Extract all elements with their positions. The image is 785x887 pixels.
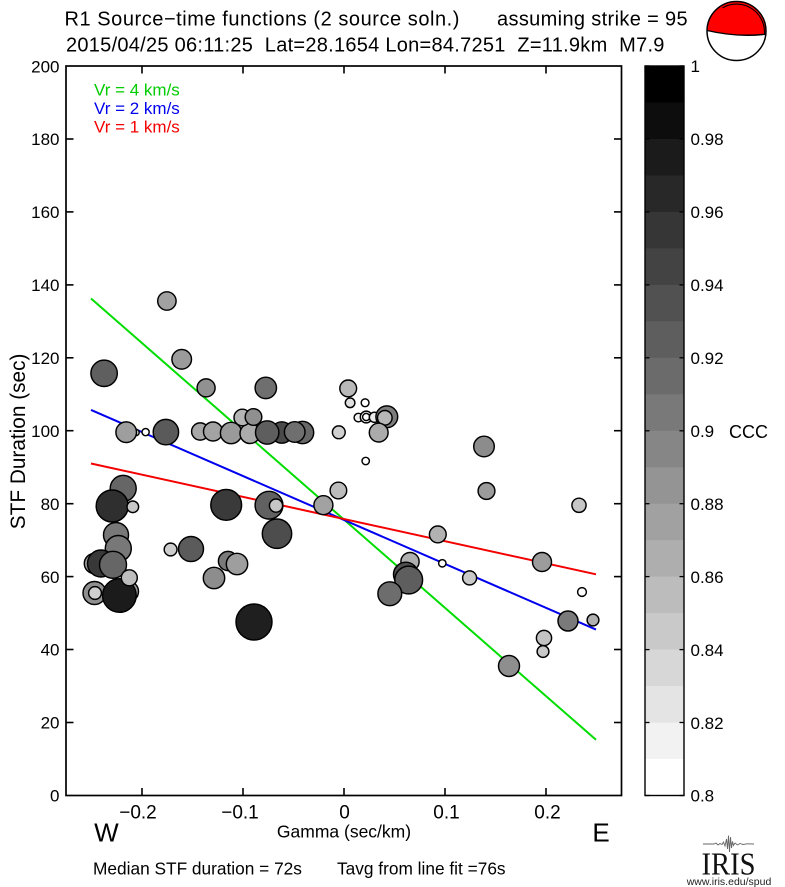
svg-text:1: 1 xyxy=(691,57,700,76)
svg-text:0.1: 0.1 xyxy=(433,803,459,824)
svg-text:0.88: 0.88 xyxy=(691,495,724,514)
svg-text:Median STF duration = 72s: Median STF duration = 72s xyxy=(93,859,302,879)
svg-text:0.2: 0.2 xyxy=(534,803,560,824)
svg-text:0: 0 xyxy=(50,787,59,806)
svg-text:W: W xyxy=(94,818,119,848)
svg-text:0.94: 0.94 xyxy=(691,276,724,295)
svg-text:E: E xyxy=(592,818,609,848)
svg-text:www.iris.edu/spud: www.iris.edu/spud xyxy=(686,876,772,887)
svg-text:2015/04/25 06:11:25 Lat=28.16: 2015/04/25 06:11:25 Lat=28.1654 Lon=84.7… xyxy=(66,34,665,56)
svg-text:R1 Source−time functions (2 so: R1 Source−time functions (2 source soln.… xyxy=(65,9,461,31)
svg-text:0.96: 0.96 xyxy=(691,203,724,222)
svg-text:0.8: 0.8 xyxy=(691,787,715,806)
svg-text:200: 200 xyxy=(31,57,59,76)
svg-text:0.98: 0.98 xyxy=(691,130,724,149)
svg-text:−0.2: −0.2 xyxy=(119,803,157,824)
svg-text:STF Duration (sec): STF Duration (sec) xyxy=(7,354,30,530)
svg-text:100: 100 xyxy=(31,422,59,441)
svg-text:0: 0 xyxy=(339,803,350,824)
svg-text:Vr = 1 km/s: Vr = 1 km/s xyxy=(94,118,180,137)
svg-text:0.9: 0.9 xyxy=(691,422,715,441)
svg-text:0.84: 0.84 xyxy=(691,641,724,660)
svg-text:60: 60 xyxy=(41,568,60,587)
svg-text:Gamma (sec/km): Gamma (sec/km) xyxy=(277,822,411,842)
svg-text:140: 140 xyxy=(31,276,59,295)
svg-text:CCC: CCC xyxy=(729,422,768,442)
svg-text:120: 120 xyxy=(31,349,59,368)
svg-text:Vr = 4 km/s: Vr = 4 km/s xyxy=(94,81,180,100)
svg-text:Tavg from line fit =76s: Tavg from line fit =76s xyxy=(337,859,506,879)
svg-text:0.92: 0.92 xyxy=(691,349,724,368)
svg-text:0.86: 0.86 xyxy=(691,568,724,587)
svg-text:0.82: 0.82 xyxy=(691,714,724,733)
svg-text:Vr = 2 km/s: Vr = 2 km/s xyxy=(94,99,180,118)
svg-text:80: 80 xyxy=(41,495,60,514)
svg-text:160: 160 xyxy=(31,203,59,222)
svg-text:20: 20 xyxy=(41,714,60,733)
svg-text:assuming strike = 95: assuming strike = 95 xyxy=(497,9,688,31)
svg-text:−0.1: −0.1 xyxy=(221,803,259,824)
svg-text:180: 180 xyxy=(31,130,59,149)
svg-text:40: 40 xyxy=(41,641,60,660)
svg-text:IRIS: IRIS xyxy=(702,847,756,882)
